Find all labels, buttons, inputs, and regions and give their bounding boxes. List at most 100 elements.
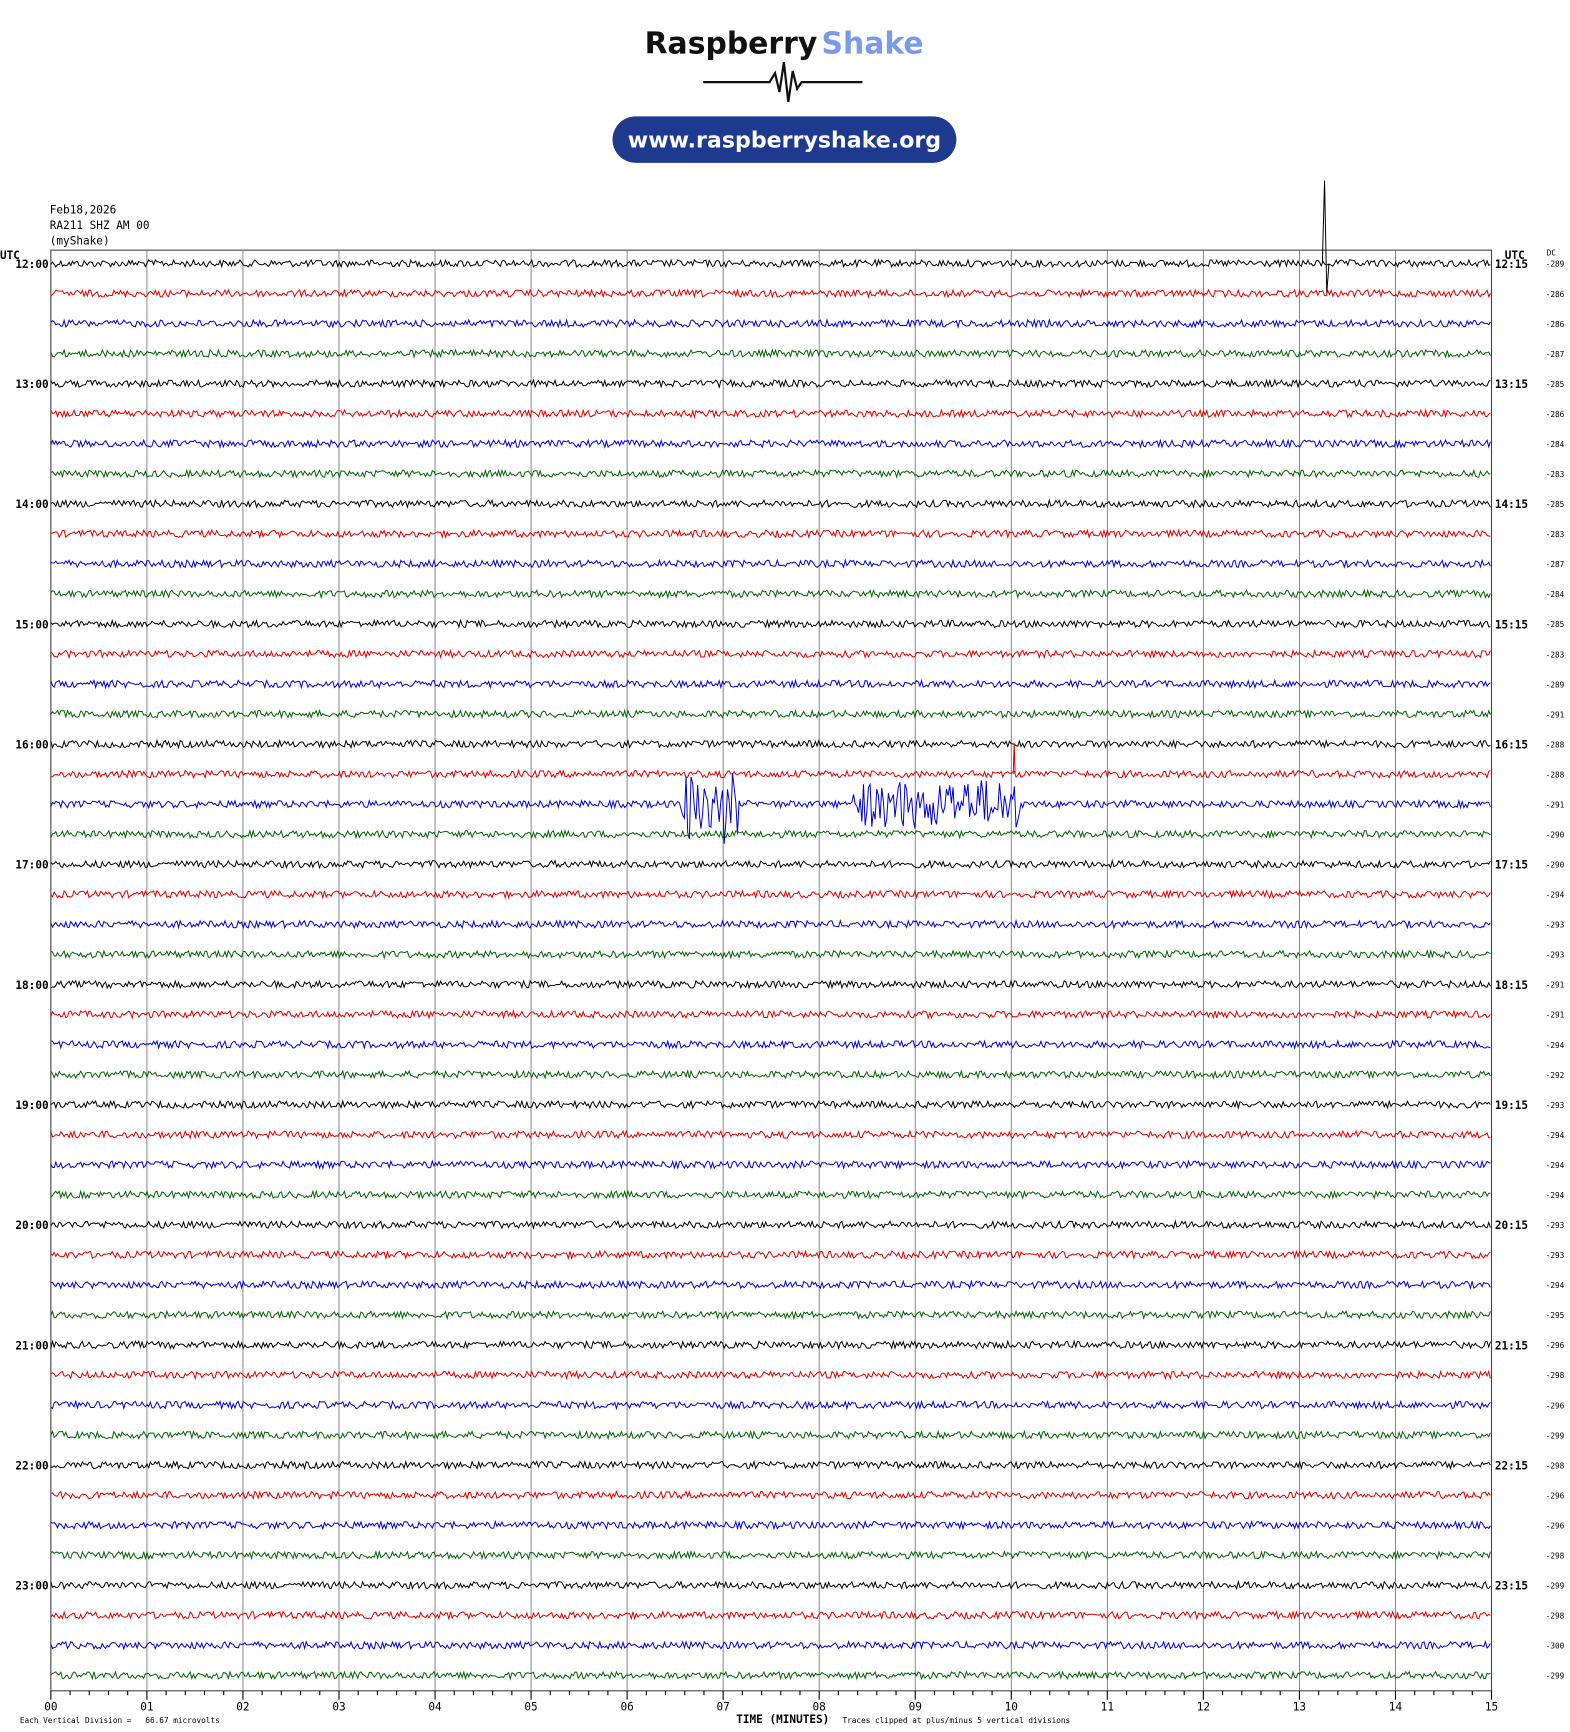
trace [50, 648, 1491, 660]
trace [50, 288, 1491, 299]
trace [50, 528, 1491, 540]
plot-frame [50, 249, 1493, 1692]
dc-offset: -294 [1546, 1161, 1565, 1170]
dc-offset: -291 [1546, 710, 1565, 719]
trace [50, 678, 1491, 690]
logo-wave [703, 62, 863, 103]
url: www.raspberryshake.org [628, 127, 941, 153]
dc-offset: -290 [1546, 831, 1565, 840]
trace [50, 588, 1491, 600]
x-axis-label: TIME (MINUTES) [736, 1713, 829, 1726]
x-tick-label: 13 [1293, 1701, 1306, 1714]
hour-label: 13:00 [15, 378, 48, 391]
trace [50, 1399, 1491, 1411]
logo-word: Raspberry [645, 26, 818, 61]
trace [50, 180, 1491, 294]
trace [50, 1039, 1491, 1050]
quarter-label: 18:15 [1495, 979, 1528, 992]
dc-offset: -298 [1546, 1612, 1565, 1621]
quarter-label: 23:15 [1495, 1580, 1528, 1593]
trace [50, 438, 1491, 449]
dc-offset: -300 [1546, 1642, 1565, 1651]
trace [50, 558, 1491, 569]
x-tick-label: 08 [813, 1701, 826, 1714]
trace [50, 1309, 1491, 1321]
dc-offset: -286 [1546, 290, 1565, 299]
url-pill [612, 116, 957, 163]
dc-offset: -299 [1546, 1672, 1565, 1681]
date: Feb18,2026 [50, 204, 117, 217]
trace [50, 918, 1491, 930]
scale-note: Each Vertical Division = 66.67 microvolt… [20, 1716, 220, 1725]
trace [50, 378, 1491, 389]
dc-offset: -291 [1546, 981, 1565, 990]
trace [50, 1189, 1491, 1201]
hour-label: 18:00 [15, 979, 48, 992]
x-tick-label: 05 [524, 1701, 537, 1714]
hour-label: 20:00 [15, 1219, 48, 1232]
dc-offset: -295 [1546, 1311, 1565, 1320]
quarter-label: 13:15 [1495, 378, 1528, 391]
dc-offset: -298 [1546, 1461, 1565, 1470]
dc-offset: -284 [1546, 590, 1565, 599]
dc-offset: -296 [1546, 1401, 1565, 1410]
dc-offset: -293 [1546, 1221, 1565, 1230]
trace [50, 348, 1491, 359]
trace [50, 708, 1491, 720]
hour-label: 15:00 [15, 618, 48, 631]
dc-offset: -285 [1546, 620, 1565, 629]
x-tick-label: 10 [1005, 1701, 1018, 1714]
trace [50, 1279, 1491, 1290]
x-tick-label: 06 [620, 1701, 633, 1714]
hour-label: 23:00 [15, 1580, 48, 1593]
x-tick-label: 14 [1389, 1701, 1403, 1714]
dc-offset: -296 [1546, 1491, 1565, 1500]
trace [50, 1459, 1491, 1471]
quarter-label: 16:15 [1495, 738, 1528, 751]
utc-left: UTC [0, 249, 20, 262]
trace [50, 1670, 1491, 1681]
trace [50, 468, 1491, 480]
x-tick-label: 12 [1197, 1701, 1210, 1714]
channel: RA211 SHZ AM 00 [50, 219, 150, 232]
hour-label: 16:00 [15, 738, 48, 751]
dc-offset: -299 [1546, 1431, 1565, 1440]
dc-offset: -284 [1546, 440, 1565, 449]
dc-offset: -298 [1546, 1371, 1565, 1380]
x-tick-label: 07 [717, 1701, 730, 1714]
trace [50, 498, 1491, 509]
dc-offset: -288 [1546, 740, 1565, 749]
network: (myShake) [50, 235, 110, 248]
quarter-label: 21:15 [1495, 1339, 1528, 1352]
x-tick-label: 11 [1101, 1701, 1114, 1714]
dc-offset: -286 [1546, 320, 1565, 329]
trace [50, 1579, 1491, 1591]
x-tick-label: 03 [332, 1701, 345, 1714]
dc-offset: -288 [1546, 770, 1565, 779]
trace [50, 829, 1491, 840]
utc-right: UTC [1505, 249, 1525, 262]
hour-label: 22:00 [15, 1459, 48, 1472]
dc-offset: -283 [1546, 650, 1565, 659]
hour-label: 14:00 [15, 498, 48, 511]
trace [50, 1249, 1491, 1261]
dc-offset: -283 [1546, 470, 1565, 479]
dc-offset: -291 [1546, 800, 1565, 809]
dc-offset: -293 [1546, 951, 1565, 960]
hour-label: 17:00 [15, 859, 48, 872]
dc-offset: -287 [1546, 560, 1565, 569]
trace [50, 1489, 1491, 1501]
quarter-label: 17:15 [1495, 859, 1528, 872]
dc-offset: -298 [1546, 1551, 1565, 1560]
quarter-label: 14:15 [1495, 498, 1528, 511]
dc-offset: -294 [1546, 1131, 1565, 1140]
hour-label: 19:00 [15, 1099, 48, 1112]
dc-offset: -290 [1546, 861, 1565, 870]
dc-offset: -292 [1546, 1071, 1565, 1080]
dc-offset: -289 [1546, 680, 1565, 689]
trace [50, 889, 1491, 900]
dc-offset: -293 [1546, 921, 1565, 930]
dc-offset: -294 [1546, 1041, 1565, 1050]
dc-offset: -283 [1546, 530, 1565, 539]
